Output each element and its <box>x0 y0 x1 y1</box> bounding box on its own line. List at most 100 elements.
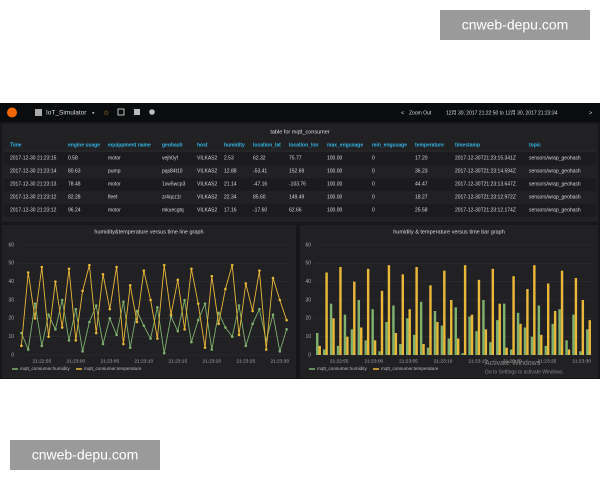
legend-label: mqtt_consumer.temperature <box>84 366 142 371</box>
bar <box>454 307 457 355</box>
bar <box>574 278 578 355</box>
bar <box>484 329 488 355</box>
data-point <box>149 337 152 340</box>
y-tick-label: 20 <box>305 316 311 322</box>
y-tick-label: 50 <box>305 261 311 267</box>
data-point <box>81 350 84 353</box>
data-point <box>33 302 37 305</box>
x-tick-label: 21:22:55 <box>330 358 349 364</box>
cell: 36.23 <box>415 168 428 174</box>
bar <box>357 300 361 355</box>
data-point <box>67 267 71 271</box>
column-header: location_lon <box>289 142 318 148</box>
bar <box>408 309 411 355</box>
bar <box>567 349 571 355</box>
bar <box>461 353 464 355</box>
logo[interactable] <box>7 107 17 118</box>
data-point <box>224 287 227 291</box>
bar <box>530 336 534 355</box>
cell: motor <box>108 207 121 213</box>
cell: sensors/wrap_geohash <box>529 194 581 200</box>
data-point <box>88 320 91 324</box>
data-point <box>128 284 132 287</box>
dashboard-icon <box>35 109 42 116</box>
data-point <box>169 313 173 316</box>
bar <box>419 301 423 355</box>
bar <box>436 322 439 355</box>
data-point <box>135 320 139 324</box>
data-point <box>244 282 248 285</box>
column-header: Time <box>10 142 22 148</box>
y-tick-label: 30 <box>305 297 311 303</box>
cell: 17.16 <box>224 207 237 213</box>
cell: 2017-12-30 21:23:12 <box>10 207 57 213</box>
bar <box>516 312 520 355</box>
column-header: humidity <box>224 142 245 148</box>
data-point <box>285 318 288 322</box>
bar <box>392 305 395 355</box>
data-point <box>196 302 200 305</box>
bar <box>433 311 437 355</box>
dashboard-name[interactable]: IoT_Simulator <box>46 110 87 117</box>
data-point <box>264 348 268 351</box>
data-point <box>217 311 220 315</box>
data-point <box>176 278 180 282</box>
x-tick-label: 21:23:30 <box>572 358 591 364</box>
cell: 2017-12-30T21:23:15.341Z <box>455 155 516 161</box>
nav-arrow[interactable]: > <box>589 110 592 116</box>
data-point <box>135 309 139 313</box>
save-icon[interactable] <box>134 109 140 115</box>
x-tick-label: 21:23:20 <box>503 358 522 364</box>
bar <box>553 311 557 355</box>
y-tick-label: 0 <box>308 352 311 358</box>
data-point <box>122 342 125 346</box>
bar <box>387 265 391 355</box>
watermark-box <box>10 440 160 470</box>
column-header: equippment name <box>108 142 151 148</box>
cell: -47.16 <box>253 181 267 187</box>
star-icon[interactable]: ☆ <box>103 109 109 117</box>
data-point <box>278 298 282 302</box>
bar <box>533 265 536 355</box>
cell: 75.77 <box>289 155 302 161</box>
bar <box>399 344 402 355</box>
cell: 62.32 <box>253 155 266 161</box>
navbar <box>0 103 600 122</box>
cell: VILKAS2 <box>197 181 218 187</box>
data-point <box>183 298 186 302</box>
y-tick-label: 10 <box>305 334 311 340</box>
share-icon[interactable] <box>117 108 125 116</box>
data-point <box>115 333 118 337</box>
time-range[interactable]: 12月 30, 2017 21:22:50 to 12月 30, 2017 21… <box>446 110 558 116</box>
data-point <box>244 344 248 348</box>
bar <box>468 316 471 355</box>
cell: fleet <box>108 194 118 200</box>
zoom-out[interactable]: Zoom Out <box>409 110 432 116</box>
settings-icon[interactable] <box>149 109 155 115</box>
legend-label: mqtt_consumer.humidity <box>317 366 367 371</box>
bar <box>491 268 495 355</box>
data-point <box>88 263 91 267</box>
bar <box>456 338 460 355</box>
nav-arrow[interactable]: < <box>401 110 404 116</box>
x-tick-label: 21:23:25 <box>538 358 557 364</box>
cell: 2017-12-30T21:23:12.972Z <box>455 194 516 200</box>
data-point <box>217 322 220 326</box>
cell: -17.60 <box>253 207 267 213</box>
data-point <box>230 335 234 338</box>
cell: 78.48 <box>68 181 81 187</box>
data-point <box>128 346 132 349</box>
bar <box>318 345 321 355</box>
data-point <box>60 326 64 329</box>
x-tick-label: 21:23:05 <box>100 358 119 364</box>
bar <box>415 267 418 355</box>
bar <box>498 303 501 355</box>
data-point <box>210 348 214 351</box>
data-point <box>285 328 288 331</box>
bar <box>364 340 367 355</box>
column-header: min_engusage <box>372 142 407 148</box>
column-header: location_lat <box>253 142 281 148</box>
cell: sensors/wrap_geohash <box>529 181 581 187</box>
cell: motor <box>108 181 121 187</box>
